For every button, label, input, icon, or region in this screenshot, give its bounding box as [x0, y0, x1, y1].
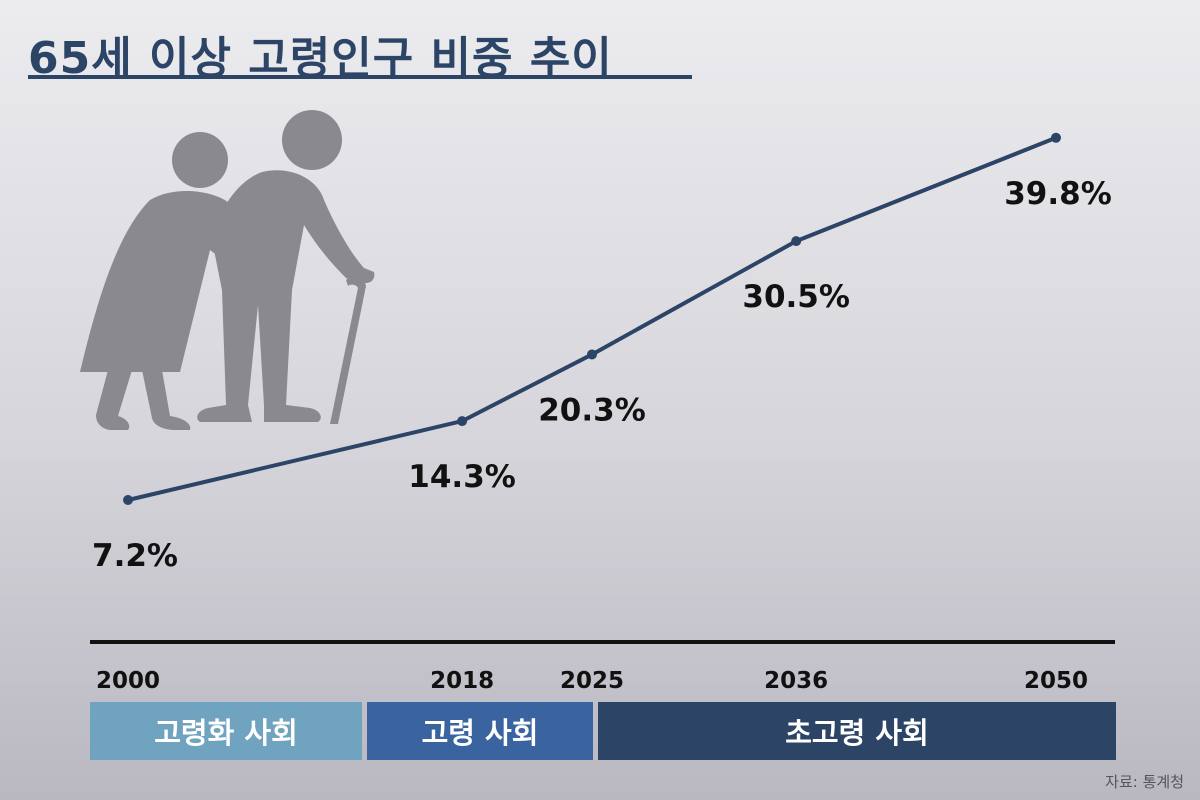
era-band: 고령 사회 [367, 702, 593, 760]
x-tick-label: 2018 [430, 668, 494, 694]
x-tick-label: 2036 [764, 668, 828, 694]
data-label: 30.5% [742, 279, 850, 315]
x-tick-label: 2025 [560, 668, 624, 694]
x-tick-label: 2050 [1024, 668, 1088, 694]
x-tick-label: 2000 [96, 668, 160, 694]
data-label: 20.3% [538, 392, 646, 428]
data-point [457, 416, 468, 427]
title-underline [28, 75, 692, 79]
data-label: 39.8% [1004, 176, 1112, 212]
data-point [123, 495, 133, 505]
source-note: 자료: 통계청 [1105, 773, 1184, 791]
data-point [587, 349, 597, 360]
elderly-couple-icon [80, 110, 375, 430]
data-point [791, 236, 802, 247]
data-point [1051, 132, 1061, 143]
era-band: 고령화 사회 [90, 702, 362, 760]
era-band: 초고령 사회 [598, 702, 1116, 760]
data-label: 7.2% [92, 538, 178, 574]
data-label: 14.3% [408, 459, 516, 495]
